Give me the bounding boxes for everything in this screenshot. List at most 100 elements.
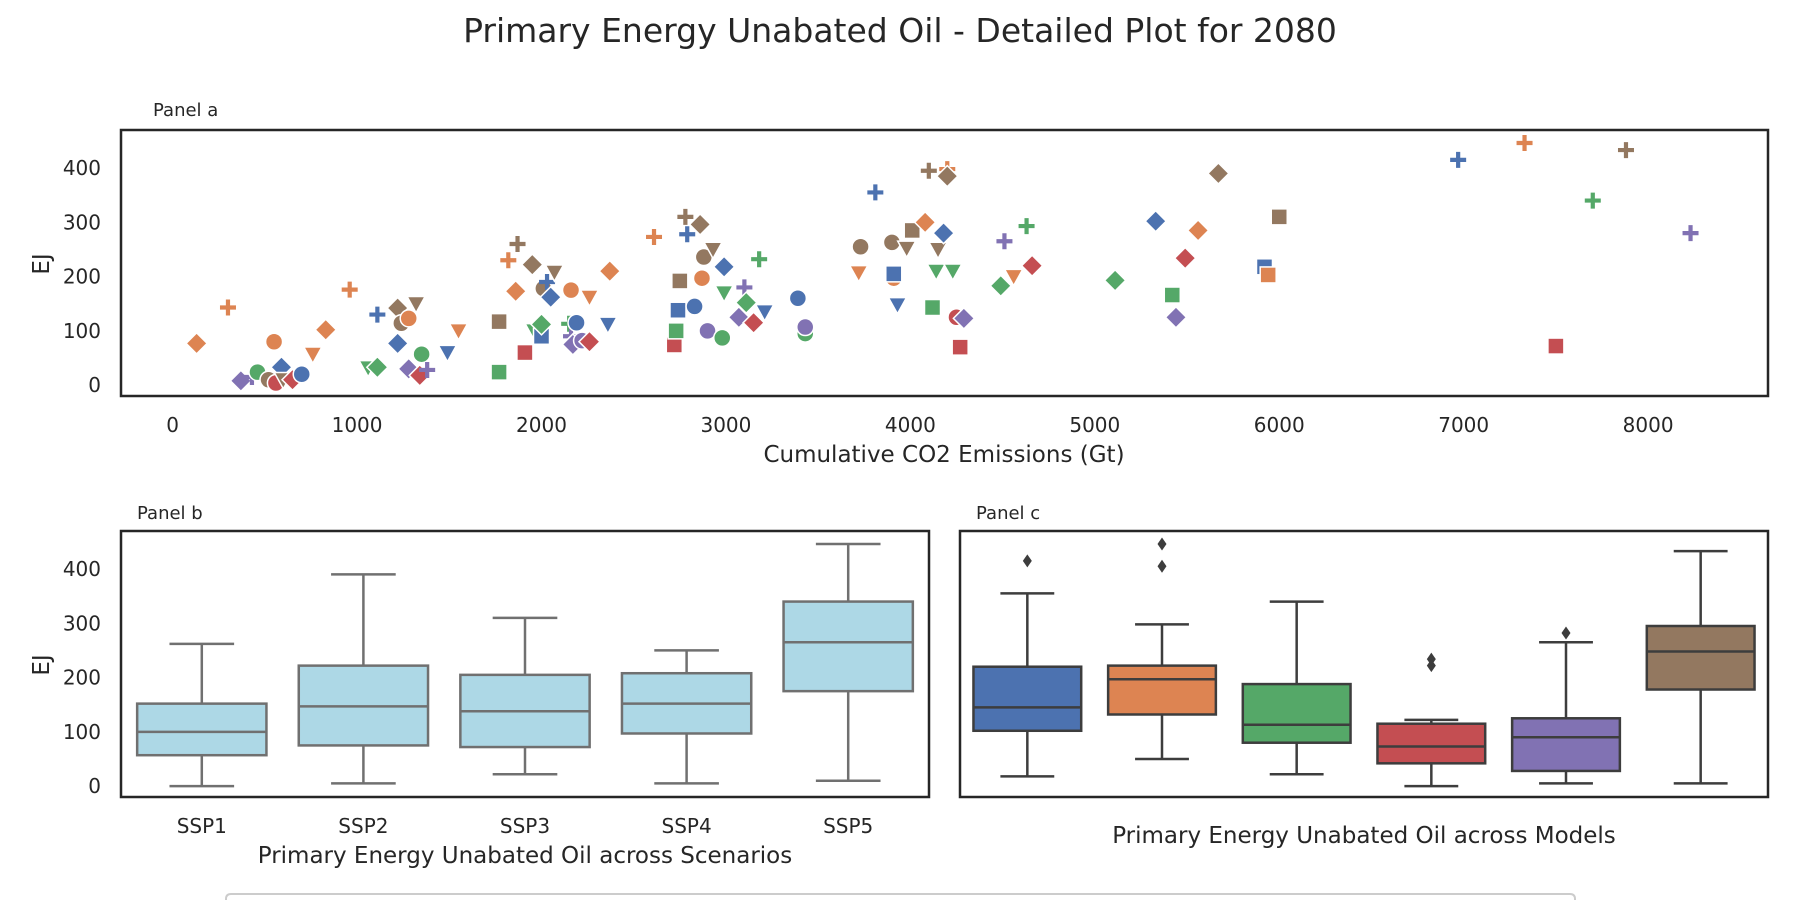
scatter-point-diamond-blue xyxy=(1144,209,1168,233)
scatter-point-circle-blue xyxy=(788,289,808,308)
scatter-point-cross-purple xyxy=(1682,225,1699,242)
panel-b: Panel b SSP1 SSP2 SSP3 SSP4 SSP5 0 100 200 300 4… xyxy=(29,503,931,869)
scatter-point-triangle-down-orange xyxy=(448,322,469,342)
scatter-point-diamond-green xyxy=(734,291,758,315)
scatter-point-cross-purple xyxy=(736,279,753,296)
scatter-point-cross-brown xyxy=(677,208,694,225)
panel-c: Panel c Primary Energy Unabated Oil acro… xyxy=(958,503,1770,849)
box-model-3 xyxy=(1241,600,1352,776)
scatter-point-square-green xyxy=(923,298,942,317)
scatter-point-circle-brown xyxy=(851,237,870,256)
scatter-point-triangle-down-orange xyxy=(579,289,600,308)
panel-c-frame xyxy=(958,529,1770,799)
x-tick-label: SSP4 xyxy=(662,814,712,838)
panel-b-y-ticks: 0 100 200 300 400 xyxy=(63,557,101,798)
y-tick-label: 0 xyxy=(88,774,101,798)
scatter-point-diamond-red xyxy=(577,330,602,354)
scatter-point-cross-orange xyxy=(219,299,236,316)
scatter-point-triangle-down-blue xyxy=(887,296,908,316)
scatter-point-triangle-down-orange xyxy=(302,346,324,365)
scatter-point-diamond-green xyxy=(365,355,389,379)
scatter-point-circle-purple xyxy=(796,317,815,337)
scatter-point-cross-green xyxy=(1584,192,1601,209)
box-model-2 xyxy=(1106,537,1218,761)
panel-c-boxes xyxy=(972,537,1756,788)
scatter-point-diamond-blue xyxy=(932,221,956,245)
x-tick-label: SSP2 xyxy=(338,814,388,838)
x-tick-label: 8000 xyxy=(1623,413,1674,437)
box-model-5 xyxy=(1510,626,1622,785)
scatter-point-triangle-down-green xyxy=(713,284,735,304)
scatter-point-square-orange xyxy=(1259,266,1277,284)
box-iqr xyxy=(1510,717,1622,773)
scatter-point-circle-blue xyxy=(567,313,586,332)
scatter-point-triangle-down-orange xyxy=(1003,268,1024,288)
scatter-point-square-brown xyxy=(490,312,508,331)
outlier-point xyxy=(1426,652,1436,666)
outlier-point xyxy=(1157,559,1167,573)
scatter-point-diamond-orange xyxy=(314,318,338,342)
scatter-point-cross-blue xyxy=(679,226,696,243)
box-SSP3 xyxy=(459,616,591,776)
box-model-6 xyxy=(1645,549,1756,785)
scatter-point-square-green xyxy=(1163,286,1182,304)
scatter-point-diamond-brown xyxy=(688,212,712,237)
scatter-point-diamond-purple xyxy=(1164,305,1188,329)
y-tick-label: 300 xyxy=(63,611,101,635)
panel-a-y-ticks: 0 100 200 300 400 xyxy=(63,156,101,397)
scatter-point-circle-blue xyxy=(685,297,704,316)
scatter-point-diamond-purple xyxy=(229,369,253,393)
x-tick-label: 2000 xyxy=(516,413,567,437)
scatter-point-cross-orange xyxy=(646,228,663,245)
box-iqr xyxy=(135,702,268,757)
y-tick-label: 300 xyxy=(63,210,101,234)
x-tick-label: 1000 xyxy=(332,413,383,437)
scatter-point-diamond-green xyxy=(989,274,1013,298)
panel-b-x-axis-label: Primary Energy Unabated Oil across Scena… xyxy=(258,843,793,869)
outlier-point xyxy=(1022,554,1032,568)
box-iqr xyxy=(1645,624,1756,691)
scatter-point-square-brown xyxy=(671,272,689,290)
y-tick-label: 100 xyxy=(63,720,101,744)
scatter-point-triangle-down-brown xyxy=(896,240,917,259)
scatter-point-cross-orange xyxy=(341,281,358,298)
scatter-point-diamond-blue xyxy=(386,331,410,355)
x-tick-label: 0 xyxy=(166,413,179,437)
y-tick-label: 100 xyxy=(63,319,101,343)
scatter-point-triangle-down-green xyxy=(942,263,964,282)
scatter-point-cross-green xyxy=(751,251,768,268)
panel-b-boxes xyxy=(135,542,915,788)
y-tick-label: 400 xyxy=(63,156,101,180)
scatter-point-square-brown xyxy=(1270,208,1288,226)
scatter-point-cross-orange xyxy=(1516,135,1533,152)
scatter-point-square-red xyxy=(516,343,534,362)
scatter-point-cross-blue xyxy=(369,306,386,323)
scatter-point-diamond-red xyxy=(742,311,766,335)
scatter-point-triangle-down-blue xyxy=(437,344,458,364)
x-tick-label: 5000 xyxy=(1069,413,1120,437)
box-SSP1 xyxy=(135,642,268,788)
outlier-point xyxy=(1426,659,1436,673)
scatter-point-diamond-orange xyxy=(185,331,209,355)
scatter-point-triangle-down-orange xyxy=(848,264,870,284)
scatter-point-diamond-red xyxy=(1020,254,1044,278)
scatter-point-cross-blue xyxy=(867,184,884,201)
y-tick-label: 0 xyxy=(88,373,101,397)
legend-frame xyxy=(225,893,1576,900)
scatter-point-circle-orange xyxy=(399,309,418,328)
scatter-point-cross-brown xyxy=(920,162,937,179)
panel-c-x-axis-label: Primary Energy Unabated Oil across Model… xyxy=(1112,823,1616,849)
panel-b-x-ticks: SSP1 SSP2 SSP3 SSP4 SSP5 xyxy=(177,814,874,838)
box-SSP2 xyxy=(297,573,430,785)
panel-b-y-axis-label: EJ xyxy=(29,654,55,675)
scatter-point-diamond-orange xyxy=(913,210,937,234)
x-tick-label: 6000 xyxy=(1254,413,1305,437)
scatter-point-cross-brown xyxy=(1617,142,1634,159)
box-SSP5 xyxy=(782,542,915,782)
box-model-4 xyxy=(1376,652,1487,788)
scatter-point-square-brown xyxy=(903,221,921,240)
y-tick-label: 200 xyxy=(63,265,101,289)
scatter-point-circle-orange xyxy=(264,332,284,351)
scatter-point-triangle-down-green xyxy=(925,263,947,282)
